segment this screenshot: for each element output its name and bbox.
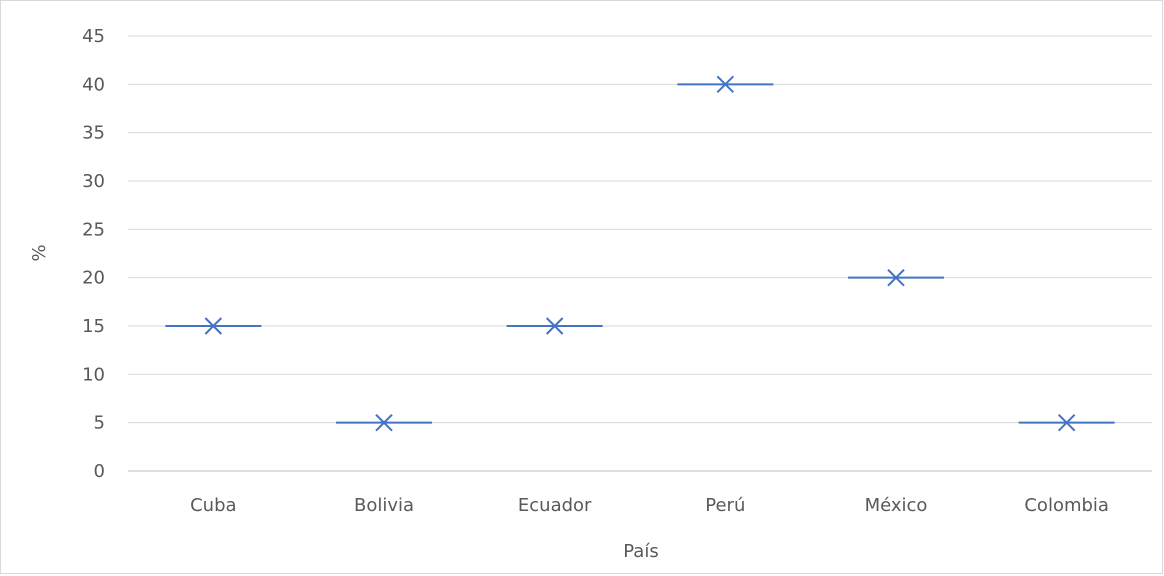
x-tick-label: Cuba: [190, 495, 236, 516]
data-points: [165, 75, 1115, 432]
data-point-x-marker: [1057, 413, 1076, 432]
y-tick-label: 35: [82, 123, 105, 144]
y-tick-label: 5: [94, 413, 105, 434]
data-point: [848, 268, 944, 287]
data-point-x-marker: [545, 317, 564, 335]
y-tick-label: 30: [82, 171, 105, 192]
y-tick-labels: 0 5 10 15 20 25 30 35 40 45: [82, 26, 105, 482]
data-point: [1018, 413, 1115, 432]
x-tick-label: Bolivia: [354, 495, 414, 516]
data-point-x-marker: [716, 75, 735, 94]
data-point: [165, 317, 262, 335]
data-point-x-marker: [887, 268, 905, 287]
y-tick-label: 20: [82, 268, 105, 289]
y-axis-title: %: [29, 244, 50, 261]
x-tick-label: Ecuador: [518, 495, 592, 516]
y-tick-label: 10: [82, 364, 105, 385]
data-point-x-marker: [375, 413, 393, 432]
gridlines: [128, 35, 1152, 424]
y-tick-label: 25: [82, 219, 105, 240]
data-point: [336, 413, 432, 432]
y-tick-label: 15: [82, 316, 105, 337]
x-tick-label: Colombia: [1024, 495, 1109, 516]
x-tick-labels: Cuba Bolivia Ecuador Perú México Colombia: [190, 495, 1109, 516]
data-point-x-marker: [204, 317, 223, 335]
x-axis-title: País: [623, 541, 658, 562]
x-tick-label: México: [865, 495, 928, 516]
y-tick-label: 40: [82, 74, 105, 95]
data-point: [677, 75, 774, 94]
y-tick-label: 0: [94, 461, 105, 482]
data-point: [506, 317, 603, 335]
x-tick-label: Perú: [705, 495, 745, 516]
y-tick-label: 45: [82, 26, 105, 47]
